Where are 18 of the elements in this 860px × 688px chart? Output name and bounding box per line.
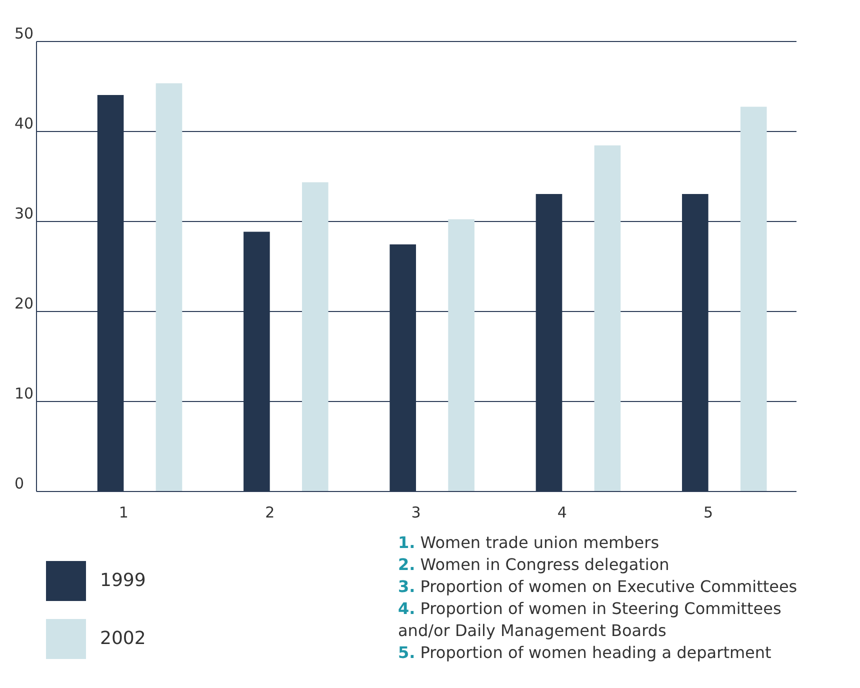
- y-tick-label: 0: [14, 474, 24, 492]
- x-tick-label: 2: [265, 504, 275, 522]
- text: 2. Women in Congress delegation: [398, 554, 670, 576]
- y-tick-label: 10: [14, 384, 34, 402]
- x-tick-label: 1: [118, 504, 128, 522]
- x-tick-label: 4: [557, 504, 567, 522]
- text: 3. Proportion of women on Executive Committees: [398, 576, 798, 598]
- text: 1. Women trade union members: [398, 532, 660, 554]
- y-tick-label: 20: [14, 294, 34, 312]
- legend-label: 2002: [100, 628, 146, 649]
- y-tick-label: 40: [14, 114, 34, 132]
- x-tick-label: 5: [704, 504, 714, 522]
- y-tick-label: 30: [14, 204, 34, 222]
- text: 5. Proportion of women heading a department: [398, 642, 772, 664]
- x-tick-label: 3: [411, 504, 421, 522]
- text: 4. Proportion of women in Steering Committees and/or Daily Management Boards: [398, 598, 782, 642]
- legend-label: 1999: [100, 570, 146, 591]
- y-tick-label: 50: [14, 24, 34, 42]
